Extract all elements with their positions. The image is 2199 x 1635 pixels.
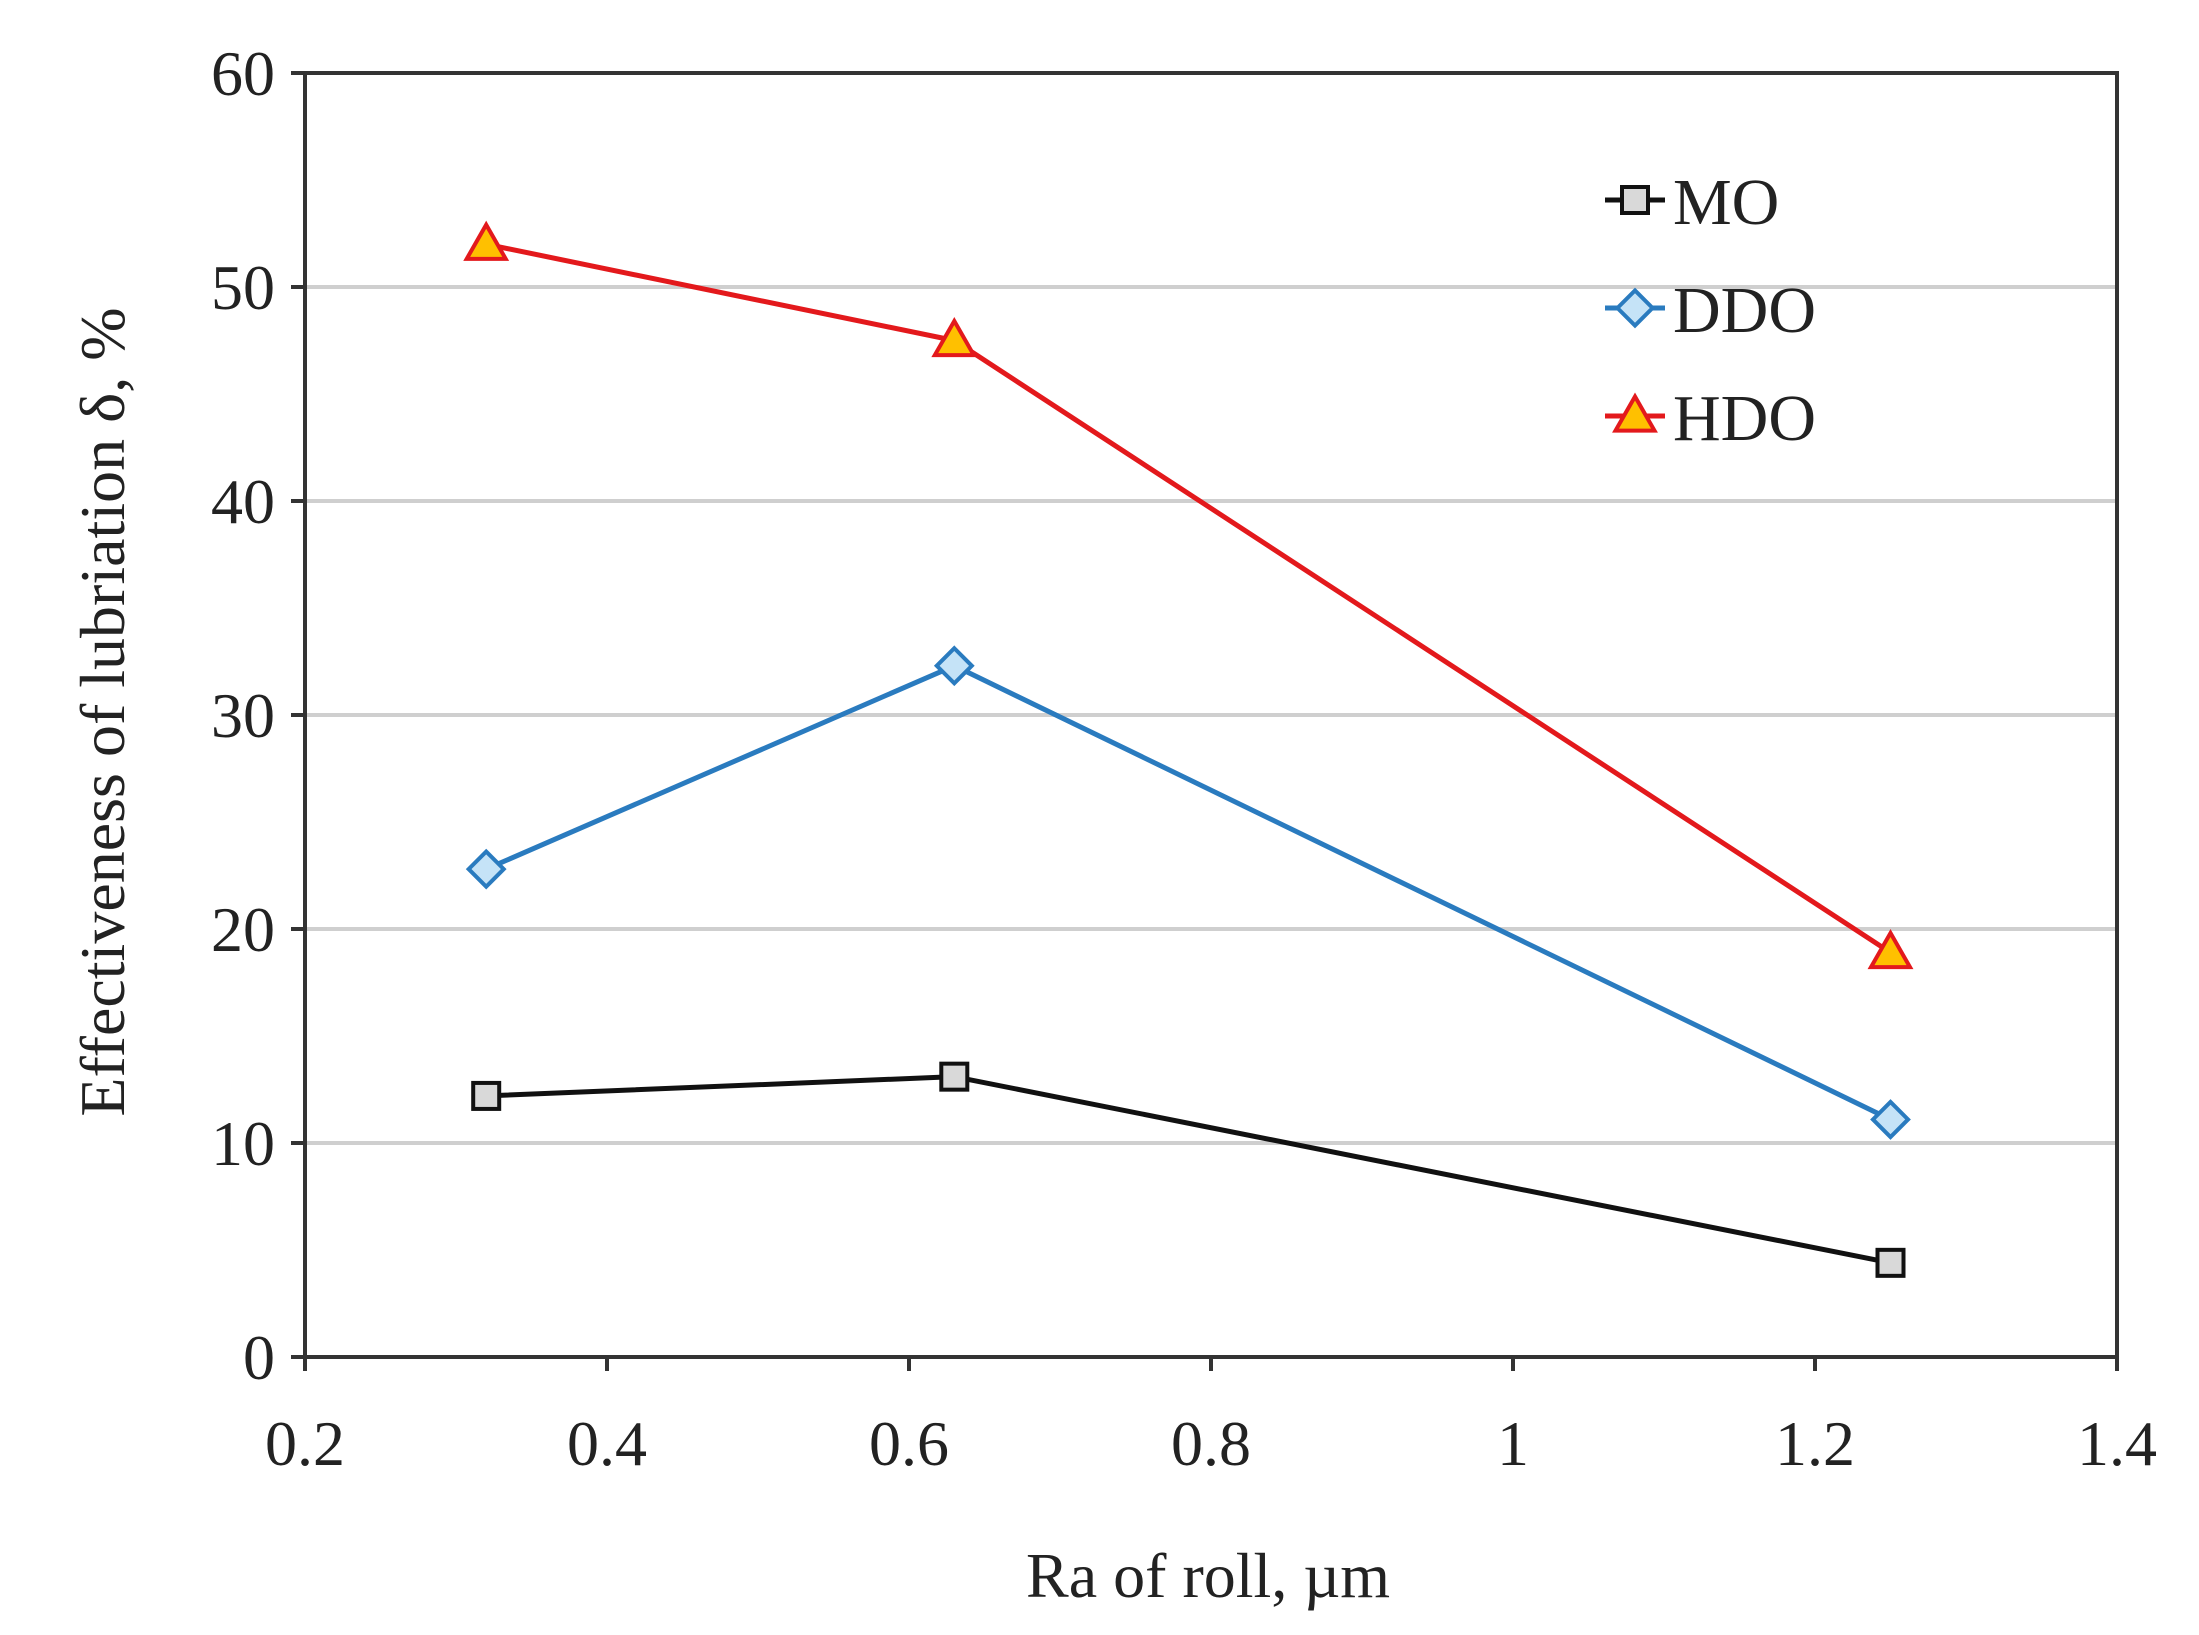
y-tick-label: 60 bbox=[211, 38, 275, 109]
x-tick-label: 1.4 bbox=[2077, 1408, 2157, 1479]
series-line-ddo bbox=[485, 663, 1892, 1122]
data-point-mo bbox=[1875, 1247, 1906, 1278]
x-tick-label: 0.6 bbox=[869, 1408, 949, 1479]
data-point-ddo bbox=[1870, 1099, 1911, 1140]
y-tick-label: 40 bbox=[211, 466, 275, 537]
y-tick-label: 30 bbox=[211, 680, 275, 751]
legend-marker-ddo bbox=[1614, 287, 1656, 329]
x-tick-label: 1 bbox=[1497, 1408, 1529, 1479]
x-tick-label: 0.8 bbox=[1171, 1408, 1251, 1479]
y-tick-label: 0 bbox=[243, 1322, 275, 1393]
x-axis-title: Ra of roll, µm bbox=[1026, 1540, 1390, 1611]
data-point-hdo bbox=[463, 220, 510, 261]
legend-label-hdo: HDO bbox=[1673, 382, 1816, 455]
series-line-mo bbox=[486, 1074, 1891, 1266]
x-tick-label: 0.4 bbox=[567, 1408, 647, 1479]
legend: MO DDO HDO bbox=[1605, 166, 1816, 455]
y-axis-title: Effectiveness of lubriation δ, % bbox=[67, 307, 138, 1116]
data-point-ddo bbox=[465, 848, 507, 890]
data-point-hdo bbox=[1867, 929, 1914, 970]
legend-marker-hdo bbox=[1612, 392, 1658, 433]
y-tick-label: 50 bbox=[211, 252, 275, 323]
series-line-hdo bbox=[485, 241, 1892, 955]
axes: 0 10 20 30 40 50 60 0.2 0.4 0.6 0.8 1 1.2 1.4 bbox=[211, 38, 2157, 1479]
y-tick-label: 20 bbox=[211, 894, 275, 965]
y-tick-label: 10 bbox=[211, 1108, 275, 1179]
data-point-mo bbox=[939, 1061, 970, 1092]
gridlines bbox=[305, 285, 2117, 1145]
data-point-ddo bbox=[933, 645, 975, 687]
x-tick-label: 1.2 bbox=[1775, 1408, 1855, 1479]
series-lines bbox=[463, 220, 1914, 1278]
legend-label-ddo: DDO bbox=[1673, 274, 1816, 347]
legend-label-mo: MO bbox=[1673, 166, 1779, 239]
data-point-mo bbox=[471, 1080, 502, 1111]
legend-marker-mo bbox=[1620, 185, 1650, 215]
x-tick-label: 0.2 bbox=[265, 1408, 345, 1479]
data-point-hdo bbox=[931, 316, 978, 358]
